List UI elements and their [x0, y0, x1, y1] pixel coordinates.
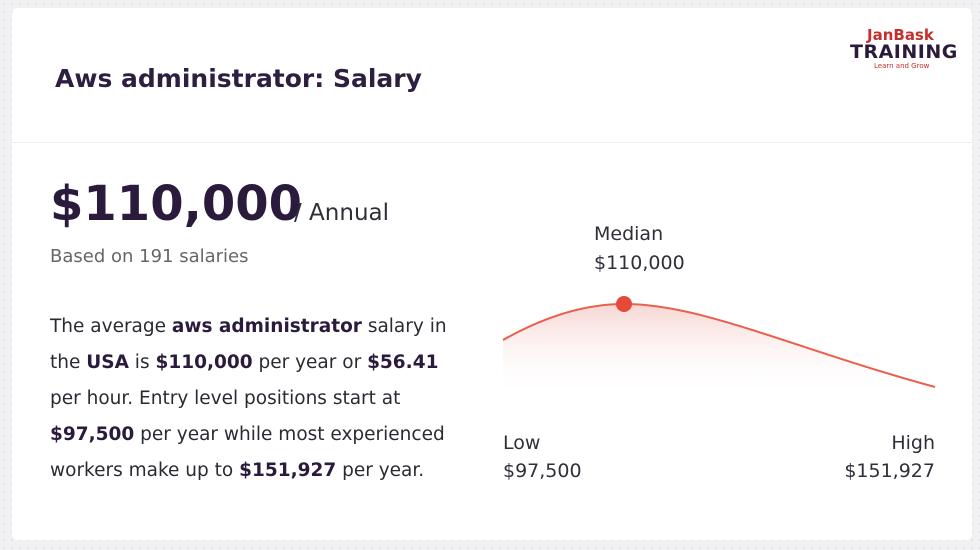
logo-brand[interactable]: JanBask [867, 26, 934, 44]
curve-fill [503, 304, 935, 396]
salary-card: JanBask TRAINING Learn and Grow Aws admi… [12, 8, 972, 540]
description-bold: $97,500 [50, 424, 135, 445]
divider [12, 142, 972, 143]
description-bold: aws administrator [171, 316, 362, 337]
page-title: Aws administrator: Salary [55, 64, 422, 93]
salary-period: / Annual [294, 200, 390, 226]
description-bold: $151,927 [239, 460, 337, 481]
low-label: Low [503, 432, 541, 454]
description-bold: $56.41 [367, 352, 439, 373]
description-text: is [128, 352, 156, 373]
description-bold: USA [86, 352, 129, 373]
description-text: salary in the [50, 316, 447, 373]
logo-name[interactable]: TRAINING [850, 41, 958, 63]
description-text: per year or [252, 352, 368, 373]
low-value: $97,500 [503, 460, 582, 482]
median-value: $110,000 [594, 252, 685, 274]
description-bold: $110,000 [155, 352, 253, 373]
description-text: per hour. Entry level positions start at [50, 388, 401, 409]
salary-amount: $110,000 [50, 176, 303, 232]
median-dot [616, 296, 632, 312]
high-label: High [891, 432, 935, 454]
description-text: per year. [336, 460, 425, 481]
logo-tagline: Learn and Grow [874, 62, 930, 70]
description-text: per year while most experienced workers … [50, 424, 445, 481]
median-label: Median [594, 223, 664, 245]
salary-curve [502, 296, 936, 396]
description-text: The average [50, 316, 172, 337]
salary-basis: Based on 191 salaries [50, 246, 249, 267]
curve-line [502, 302, 936, 388]
description: The average aws administrator salary in … [50, 309, 470, 489]
high-value: $151,927 [844, 460, 935, 482]
